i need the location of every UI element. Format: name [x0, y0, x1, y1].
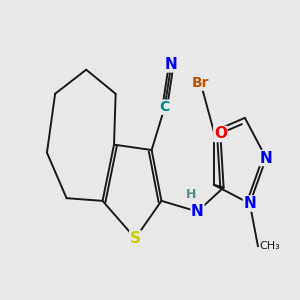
Text: N: N — [260, 151, 272, 166]
Text: CH₃: CH₃ — [260, 242, 280, 251]
Text: H: H — [186, 188, 197, 201]
Text: N: N — [165, 57, 178, 72]
Text: S: S — [130, 231, 141, 246]
Text: N: N — [191, 204, 204, 219]
Text: Br: Br — [192, 76, 209, 90]
Text: C: C — [160, 100, 170, 114]
Text: N: N — [243, 196, 256, 211]
Text: O: O — [214, 126, 227, 141]
